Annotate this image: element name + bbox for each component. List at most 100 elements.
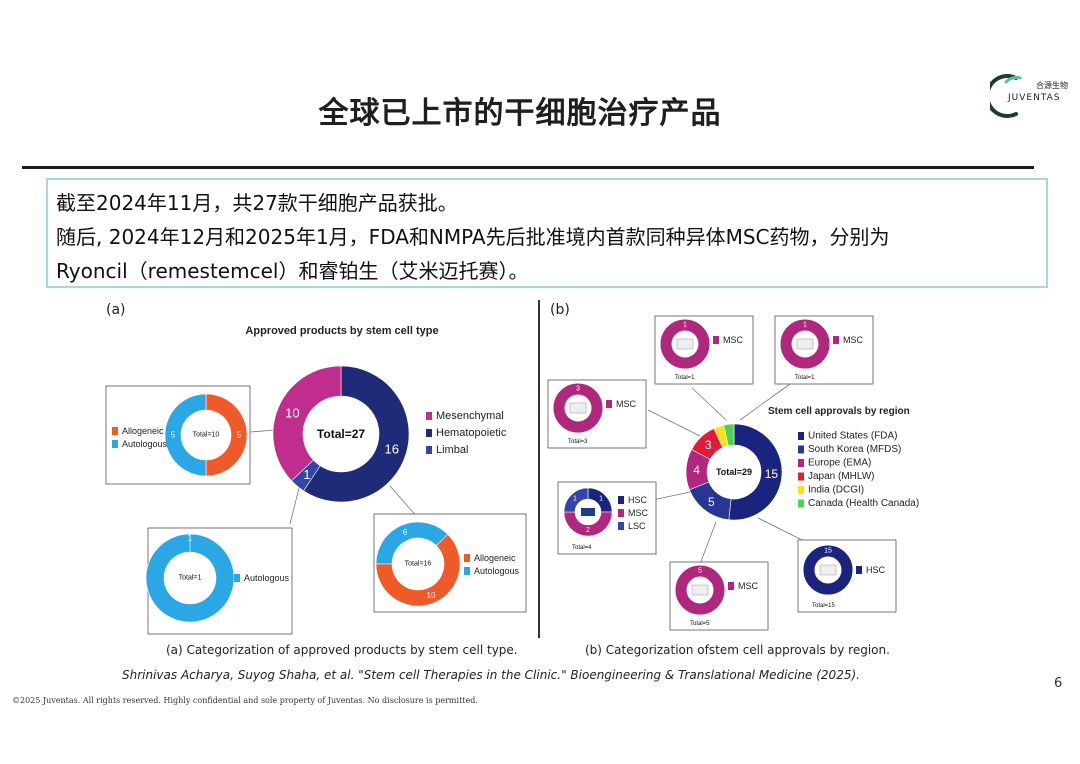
value-limbal-autologous: 1 [188, 534, 193, 543]
legend-b-4: India (DCGI) [808, 485, 864, 496]
page-number: 6 [1054, 676, 1063, 691]
value-limbal: 1 [303, 467, 310, 482]
value-region-1: 5 [708, 495, 715, 509]
slice-mesenchymal [272, 365, 342, 482]
legend-b-0-swatch [798, 432, 804, 440]
value-hematopoietic: 16 [385, 442, 399, 457]
ring-canada [780, 319, 830, 369]
value-msc-1: 5 [171, 431, 176, 440]
europe-legend-1-swatch [618, 509, 624, 517]
india-flag-icon [676, 338, 694, 350]
legend-b-2-swatch [798, 459, 804, 467]
legend-b-1: South Korea (MFDS) [808, 444, 901, 455]
legend-a-mesenchymal: Mesenchymal [436, 410, 504, 422]
japan-count: 3 [576, 386, 580, 393]
legend-a-limbal: Limbal [436, 444, 468, 456]
value-mesenchymal: 10 [285, 406, 299, 421]
ring-us [803, 545, 853, 595]
chart-a-title: Approved products by stem cell type [245, 325, 438, 337]
us-flag-icon [819, 564, 837, 576]
europe-total: Total=4 [572, 545, 592, 551]
limbal-total: Total=1 [179, 575, 202, 582]
legend-hsc-autologous-swatch [464, 567, 470, 575]
chart-a-total: Total=27 [317, 427, 365, 441]
korea-total: Total=5 [690, 621, 710, 627]
panel-b-caption: (b) Categorization ofstem cell approvals… [585, 643, 890, 657]
japan-total: Total=3 [568, 439, 588, 445]
korea-legend: MSC [738, 581, 759, 591]
slice-limbal-autologous [145, 533, 235, 623]
india-legend: MSC [723, 335, 744, 345]
chart-b-title: Stem cell approvals by region [768, 406, 910, 417]
logo-chinese-name: 合源生物 [1036, 81, 1068, 90]
india-legend-swatch [713, 336, 719, 344]
canada-legend-swatch [833, 336, 839, 344]
legend-b-5: Canada (Health Canada) [808, 498, 919, 509]
legend-b-5-swatch [798, 499, 804, 508]
summary-box: 截至2024年11月，共27款干细胞产品获批。 随后, 2024年12月和202… [46, 178, 1048, 288]
legend-hsc-allogeneic: Allogeneic [474, 553, 516, 563]
canada-total: Total=1 [795, 375, 815, 381]
india-count: 1 [683, 322, 687, 329]
value-region-2: 4 [693, 463, 700, 477]
legend-b-2: Europe (EMA) [808, 458, 871, 469]
europe-legend-0: HSC [628, 495, 648, 505]
legend-msc-autologous-swatch [112, 440, 118, 448]
slice-hematopoietic [303, 365, 410, 503]
europe-legend-1: MSC [628, 508, 649, 518]
legend-b-3-swatch [798, 472, 804, 481]
connector-us [757, 517, 803, 541]
value-hsc-1: 10 [427, 591, 436, 600]
citation: Shrinivas Acharya, Suyog Shaha, et al. "… [122, 668, 860, 682]
japan-flag-icon [569, 402, 587, 414]
legend-limbal-autologous-swatch [234, 574, 240, 582]
us-legend: HSC [866, 565, 886, 575]
panel-a-figure: Approved products by stem cell type16110… [105, 325, 527, 635]
legend-a-mesenchymal-swatch [426, 412, 432, 420]
connector-india [691, 387, 727, 421]
value-hsc-0: 6 [403, 528, 408, 537]
summary-line-3: Ryoncil（remestemcel）和睿铂生（艾米迈托赛）。 [56, 259, 529, 283]
europe-flag-icon [581, 508, 595, 516]
summary-line-1: 截至2024年11月，共27款干细胞产品获批。 [56, 191, 458, 215]
slice-hsc-allogeneic [375, 533, 461, 607]
canada-count: 1 [803, 322, 807, 329]
summary-line-2: 随后, 2024年12月和2025年1月，FDA和NMPA先后批准境内首款同种异… [56, 225, 890, 249]
title-divider [22, 166, 1034, 169]
connector-japan [647, 409, 701, 437]
europe-count-2: 1 [573, 495, 577, 502]
slice-us [728, 423, 783, 521]
legend-a-hematopoietic-swatch [426, 429, 432, 437]
europe-count-0: 1 [599, 495, 603, 502]
legend-msc-autologous: Autologous [122, 439, 168, 449]
page-title: 全球已上市的干细胞治疗产品 [318, 96, 722, 131]
india-total: Total=1 [675, 375, 695, 381]
connector-hematopoietic [389, 485, 419, 519]
korea-count: 5 [698, 568, 702, 575]
europe-legend-2-swatch [618, 522, 624, 530]
panel-b-label: (b) [550, 302, 570, 318]
legend-b-3: Japan (MHLW) [808, 471, 875, 482]
europe-count-1: 2 [586, 527, 590, 534]
connector-canada [739, 383, 791, 421]
connector-limbal [289, 483, 301, 525]
slice-msc-allogeneic [205, 393, 248, 477]
legend-a-hematopoietic: Hematopoietic [436, 427, 507, 439]
chart-b-total: Total=29 [716, 467, 752, 477]
panel-a-label: (a) [106, 302, 126, 318]
legend-hsc-autologous: Autologous [474, 566, 520, 576]
copyright-notice: ©2025 Juventas. All rights reserved. Hig… [12, 696, 478, 705]
slice-europe-lsc [563, 487, 589, 513]
us-total: Total=15 [812, 603, 836, 609]
europe-legend-2: LSC [628, 521, 646, 531]
japan-legend-swatch [606, 400, 612, 408]
japan-legend: MSC [616, 399, 637, 409]
value-region-0: 15 [765, 467, 779, 481]
connector-korea [699, 521, 717, 565]
legend-b-1-swatch [798, 445, 804, 454]
korea-flag-icon [691, 584, 709, 596]
ring-india [660, 319, 710, 369]
ring-korea [675, 565, 725, 615]
canada-flag-icon [796, 338, 814, 350]
